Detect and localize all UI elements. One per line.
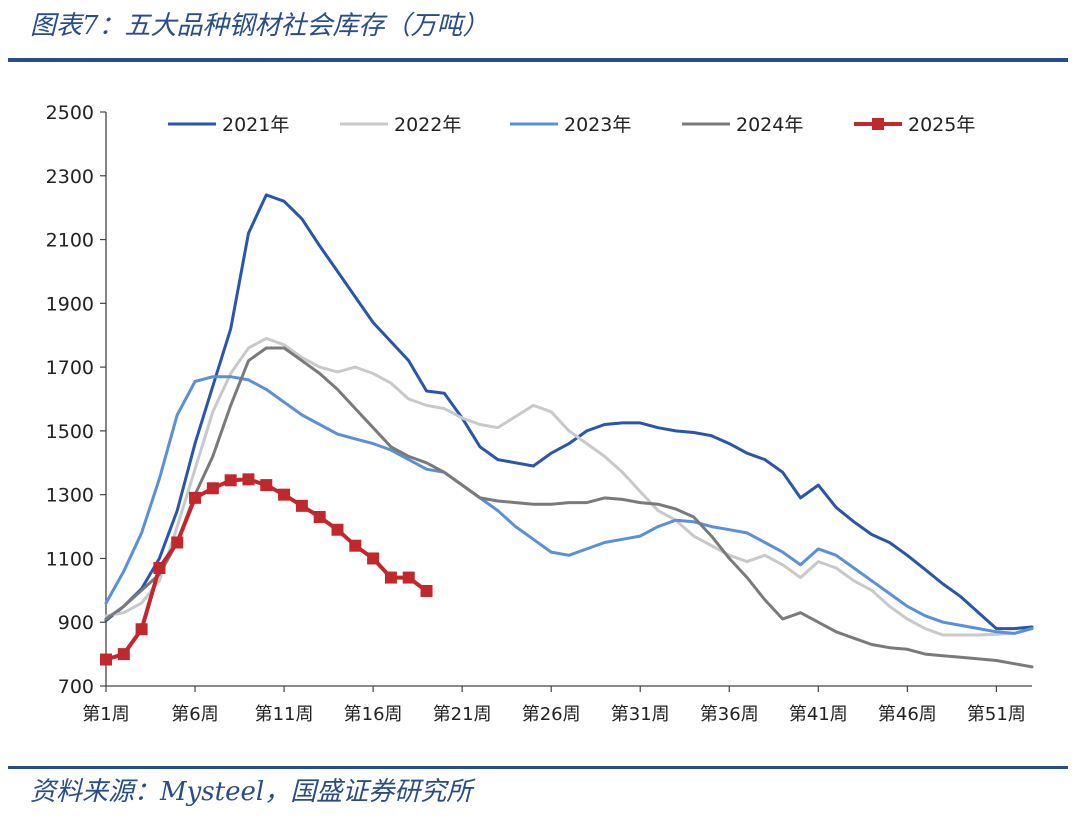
series-marker <box>420 584 433 597</box>
y-tick-label: 2100 <box>46 230 94 252</box>
legend-marker <box>872 118 884 130</box>
y-tick-label: 2300 <box>46 166 94 188</box>
source-divider <box>8 766 1068 769</box>
series-line-3 <box>104 346 1034 669</box>
x-tick-label: 第11周 <box>255 704 314 725</box>
y-tick-label: 1100 <box>46 548 94 570</box>
x-tick-label: 第51周 <box>967 704 1026 725</box>
series-line-1 <box>104 336 1034 637</box>
title-divider <box>8 58 1068 62</box>
y-tick-label: 700 <box>58 676 94 698</box>
series-marker <box>100 653 112 666</box>
chart-series <box>100 193 1034 669</box>
y-tick-label: 2500 <box>46 102 94 124</box>
y-tick-label: 1500 <box>46 421 94 443</box>
source-note: 资料来源：Mysteel，国盛证券研究所 <box>30 777 473 807</box>
series-marker <box>171 536 184 549</box>
legend-label: 2022年 <box>394 114 461 136</box>
series-line-2 <box>104 375 1034 635</box>
series-marker <box>206 482 219 495</box>
series-marker <box>224 474 237 487</box>
x-tick-label: 第31周 <box>611 704 670 725</box>
x-tick-label: 第16周 <box>344 704 403 725</box>
x-tick-label: 第21周 <box>433 704 492 725</box>
series-line-0 <box>104 193 1034 631</box>
series-marker <box>278 488 291 501</box>
series-marker <box>384 571 397 584</box>
series-marker <box>153 562 166 575</box>
series-marker <box>135 623 148 636</box>
legend-label: 2021年 <box>222 114 289 136</box>
series-marker <box>189 491 202 504</box>
series-marker <box>367 552 380 565</box>
x-tick-label: 第1周 <box>82 704 129 725</box>
x-tick-label: 第6周 <box>171 704 218 725</box>
y-axis-tick-labels: 700 900 1100 1300 1500 1700 1900 2100 2300 2500 <box>46 102 94 698</box>
series-marker <box>331 523 344 536</box>
series-marker <box>313 510 326 523</box>
y-tick-label: 1700 <box>46 357 94 379</box>
series-marker <box>117 648 130 661</box>
legend-label: 2023年 <box>564 114 631 136</box>
series-marker <box>242 473 255 486</box>
series-marker <box>349 539 362 552</box>
legend-label: 2025年 <box>908 114 975 136</box>
y-tick-label: 1900 <box>46 293 94 315</box>
series-marker <box>402 571 415 584</box>
chart-axes <box>100 111 1032 692</box>
x-tick-label: 第46周 <box>878 704 937 725</box>
series-marker <box>260 479 273 492</box>
x-tick-label: 第36周 <box>700 704 759 725</box>
x-tick-label: 第26周 <box>522 704 581 725</box>
inventory-line-chart: 700 900 1100 1300 1500 1700 1900 2100 2300 2500 第… <box>46 102 1034 725</box>
x-tick-label: 第41周 <box>789 704 848 725</box>
legend-label: 2024年 <box>736 114 803 136</box>
x-axis-tick-labels: 第1周 第6周 第11周 第16周 第21周 第26周 第31周 第36周 第41周 第46周 第5… <box>82 704 1026 725</box>
y-tick-label: 900 <box>58 612 94 634</box>
y-tick-label: 1300 <box>46 485 94 507</box>
series-marker <box>295 499 308 512</box>
chart-legend: 2021年 2022年 2023年 2024年 2025年 <box>168 114 975 136</box>
figure-title: 图表7：五大品种钢材社会库存（万吨） <box>30 11 489 41</box>
